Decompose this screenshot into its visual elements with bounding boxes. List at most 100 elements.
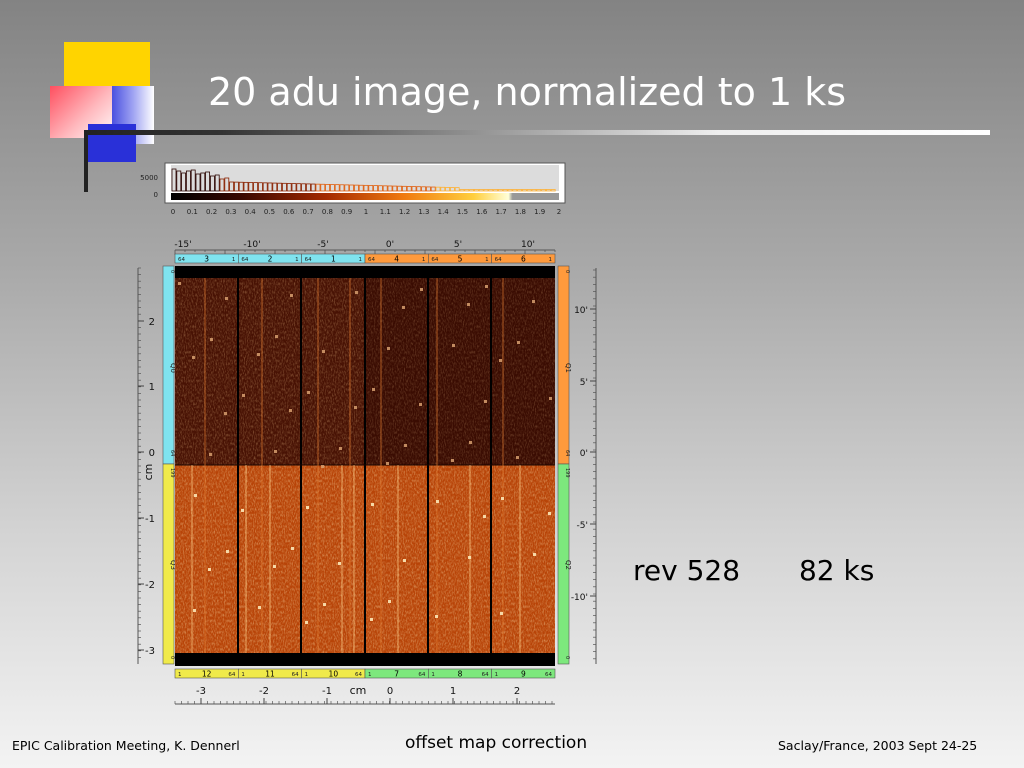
footer-left: EPIC Calibration Meeting, K. Dennerl bbox=[12, 738, 240, 753]
hist-bar bbox=[483, 189, 489, 192]
right-arcmin-label: -5' bbox=[577, 521, 588, 531]
hist-bar bbox=[401, 185, 407, 192]
ccd-number: 8 bbox=[458, 670, 463, 679]
ccd-edge-label: 1 bbox=[422, 257, 426, 263]
hist-bar bbox=[541, 189, 546, 192]
histogram-colorbar bbox=[171, 193, 559, 200]
top-arcmin-label: -15' bbox=[174, 240, 191, 250]
decorative-vertical-bar bbox=[84, 130, 88, 192]
left-strip-mark: 199 bbox=[169, 468, 175, 478]
hist-bar bbox=[416, 186, 422, 192]
right-strip-mark: 64 bbox=[564, 450, 570, 456]
ccd-edge-label: 1 bbox=[549, 257, 553, 263]
ccd-edge-label: 64 bbox=[431, 257, 438, 263]
slide-title: 20 adu image, normalized to 1 ks bbox=[208, 70, 847, 114]
hist-bar bbox=[339, 184, 345, 192]
ccd-edge-label: 1 bbox=[431, 672, 435, 678]
hist-xtick-label: 2 bbox=[557, 208, 561, 216]
left-axis-unit: cm bbox=[142, 464, 155, 481]
bottom-cm-labels: -3 -2 -1 0 1 2 bbox=[196, 686, 520, 697]
hist-bar bbox=[272, 182, 278, 192]
hist-bar bbox=[219, 178, 225, 192]
hist-xtick-label: 1.7 bbox=[496, 208, 507, 216]
hist-bar bbox=[358, 184, 364, 192]
ccd-number: 6 bbox=[521, 255, 526, 264]
hist-xtick-label: 1.2 bbox=[399, 208, 410, 216]
hist-bar bbox=[531, 189, 537, 192]
hist-bar bbox=[353, 184, 359, 192]
hist-bar bbox=[214, 174, 220, 192]
right-arcmin-label: 0' bbox=[580, 449, 588, 459]
hist-ytick-label: 5000 bbox=[140, 174, 158, 182]
hist-bar bbox=[512, 189, 518, 192]
ccd-edge-label: 64 bbox=[482, 672, 489, 678]
ccd-edge-label: 1 bbox=[485, 257, 489, 263]
bottom-ccd-strip: 1 12 64 1 11 64 1 10 64 1 7 64 1 8 64 1 9 64 bbox=[174, 668, 556, 679]
hist-bar bbox=[286, 183, 292, 192]
hist-xtick-label: 1.8 bbox=[515, 208, 526, 216]
left-strip-mark: 64 bbox=[169, 450, 175, 456]
ccd-number: 4 bbox=[394, 255, 399, 264]
ccd-edge-label: 1 bbox=[178, 672, 182, 678]
hist-xtick-label: 0.2 bbox=[206, 208, 217, 216]
hist-bar bbox=[368, 185, 374, 192]
hist-xtick-label: 1.6 bbox=[476, 208, 488, 216]
observation-info: rev 528 82 ks bbox=[633, 554, 874, 587]
hist-bar bbox=[507, 189, 513, 192]
hist-bar bbox=[344, 184, 350, 192]
hist-bar bbox=[550, 189, 556, 192]
hist-bar bbox=[253, 182, 259, 192]
hist-bar bbox=[281, 182, 287, 192]
bottom-cm-label: 0 bbox=[387, 686, 393, 697]
hist-bar bbox=[233, 181, 239, 192]
ccd-number: 3 bbox=[204, 255, 209, 264]
hist-bar bbox=[454, 187, 460, 192]
hist-bar bbox=[209, 175, 215, 192]
top-arcmin-label: -5' bbox=[317, 240, 328, 250]
top-arcmin-label: 0' bbox=[386, 240, 394, 250]
hist-bar bbox=[195, 173, 201, 192]
hist-bar bbox=[349, 184, 355, 192]
left-cm-label: 1 bbox=[149, 382, 155, 393]
hist-bar bbox=[373, 185, 379, 192]
hist-bar bbox=[334, 184, 340, 192]
left-quadrant-label: Q0 bbox=[169, 363, 177, 373]
hist-xtick-label: 0.3 bbox=[225, 208, 236, 216]
hist-bar bbox=[310, 183, 316, 192]
hist-bar bbox=[377, 185, 383, 192]
ccd-edge-label: 64 bbox=[228, 672, 235, 678]
bottom-cm-label: -1 bbox=[322, 686, 332, 697]
hist-bar bbox=[488, 189, 494, 192]
hist-bar bbox=[517, 189, 522, 192]
right-arcmin-label: 5' bbox=[580, 378, 588, 388]
ccd-edge-label: 64 bbox=[545, 672, 552, 678]
hist-bar bbox=[536, 189, 542, 192]
ccd-edge-label: 1 bbox=[295, 257, 299, 263]
ccd-edge-label: 64 bbox=[241, 257, 248, 263]
ccd-edge-label: 1 bbox=[305, 672, 309, 678]
left-strip-mark: 0 bbox=[169, 270, 175, 273]
ccd-edge-label: 1 bbox=[368, 672, 372, 678]
hist-bar bbox=[315, 183, 321, 192]
left-strip-mark: 0 bbox=[169, 656, 175, 659]
top-arcmin-labels: -15' -10' -5' 0' 5' 10' bbox=[174, 240, 535, 250]
left-cm-label: 2 bbox=[149, 317, 155, 328]
hist-bar bbox=[363, 184, 369, 192]
hist-bar bbox=[546, 189, 551, 192]
top-arcmin-label: -10' bbox=[243, 240, 260, 250]
hist-bar bbox=[296, 183, 302, 192]
ccd-edge-label: 1 bbox=[241, 672, 245, 678]
hist-bar bbox=[248, 182, 254, 192]
hist-bar bbox=[171, 168, 177, 192]
hist-bar bbox=[229, 181, 235, 192]
hist-bar bbox=[421, 186, 427, 192]
ccd-edge-label: 64 bbox=[355, 672, 362, 678]
left-cm-label: -3 bbox=[145, 646, 155, 657]
right-quadrant-label: Q2 bbox=[564, 560, 572, 570]
hist-bar bbox=[464, 189, 470, 192]
exposure-label: 82 ks bbox=[798, 554, 875, 587]
hist-bar bbox=[262, 182, 268, 192]
ccd-number: 1 bbox=[331, 255, 336, 264]
hist-bar bbox=[200, 172, 206, 192]
hist-bar bbox=[526, 189, 532, 192]
